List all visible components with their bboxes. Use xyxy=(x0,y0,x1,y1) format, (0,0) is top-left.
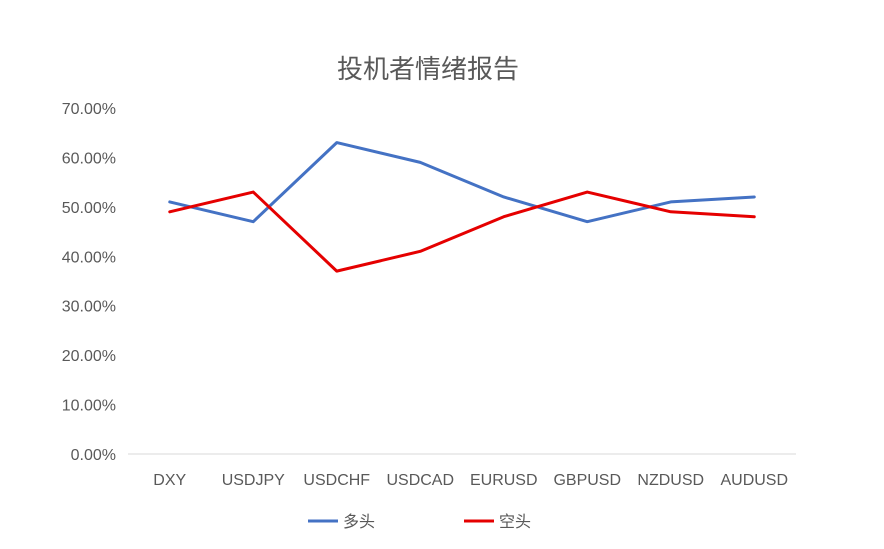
y-axis-tick-labels: 0.00% 10.00% 20.00% 30.00% 40.00% 50.00% 60.00… xyxy=(62,101,116,464)
data-point xyxy=(251,220,255,224)
data-point xyxy=(669,210,673,214)
data-point xyxy=(585,190,589,194)
legend-label: 多头 xyxy=(343,512,375,531)
y-tick-label: 60.00% xyxy=(62,150,116,167)
y-tick-label: 50.00% xyxy=(62,200,116,217)
data-point xyxy=(752,215,756,219)
x-tick-label: USDCHF xyxy=(303,472,370,489)
series-lines xyxy=(168,141,756,273)
data-point xyxy=(752,195,756,199)
x-tick-label: GBPUSD xyxy=(553,472,621,489)
y-tick-label: 30.00% xyxy=(62,299,116,316)
x-tick-label: DXY xyxy=(153,472,186,489)
data-point xyxy=(418,249,422,253)
x-tick-label: USDJPY xyxy=(222,472,285,489)
series-line-2 xyxy=(168,190,756,273)
y-tick-label: 40.00% xyxy=(62,249,116,266)
x-tick-label: USDCAD xyxy=(386,472,454,489)
y-tick-label: 20.00% xyxy=(62,348,116,365)
x-tick-label: EURUSD xyxy=(470,472,538,489)
data-point xyxy=(168,210,172,214)
x-axis-tick-labels: DXY USDJPY USDCHF USDCAD EURUSD GBPUSD NZDUSD A… xyxy=(153,472,788,489)
chart-title: 投机者情绪报告 xyxy=(337,55,519,85)
y-tick-label: 70.00% xyxy=(62,101,116,118)
y-tick-label: 0.00% xyxy=(71,447,116,464)
x-tick-label: NZDUSD xyxy=(637,472,704,489)
data-point xyxy=(251,190,255,194)
data-point xyxy=(418,160,422,164)
data-point xyxy=(502,215,506,219)
legend: 多头 空头 xyxy=(308,512,531,531)
series-line-1 xyxy=(168,141,756,224)
data-point xyxy=(502,195,506,199)
legend-label: 空头 xyxy=(499,512,531,531)
y-tick-label: 10.00% xyxy=(62,398,116,415)
data-point xyxy=(335,141,339,145)
data-point xyxy=(669,200,673,204)
data-point xyxy=(335,269,339,273)
x-tick-label: AUDUSD xyxy=(720,472,788,489)
data-point xyxy=(585,220,589,224)
data-point xyxy=(168,200,172,204)
